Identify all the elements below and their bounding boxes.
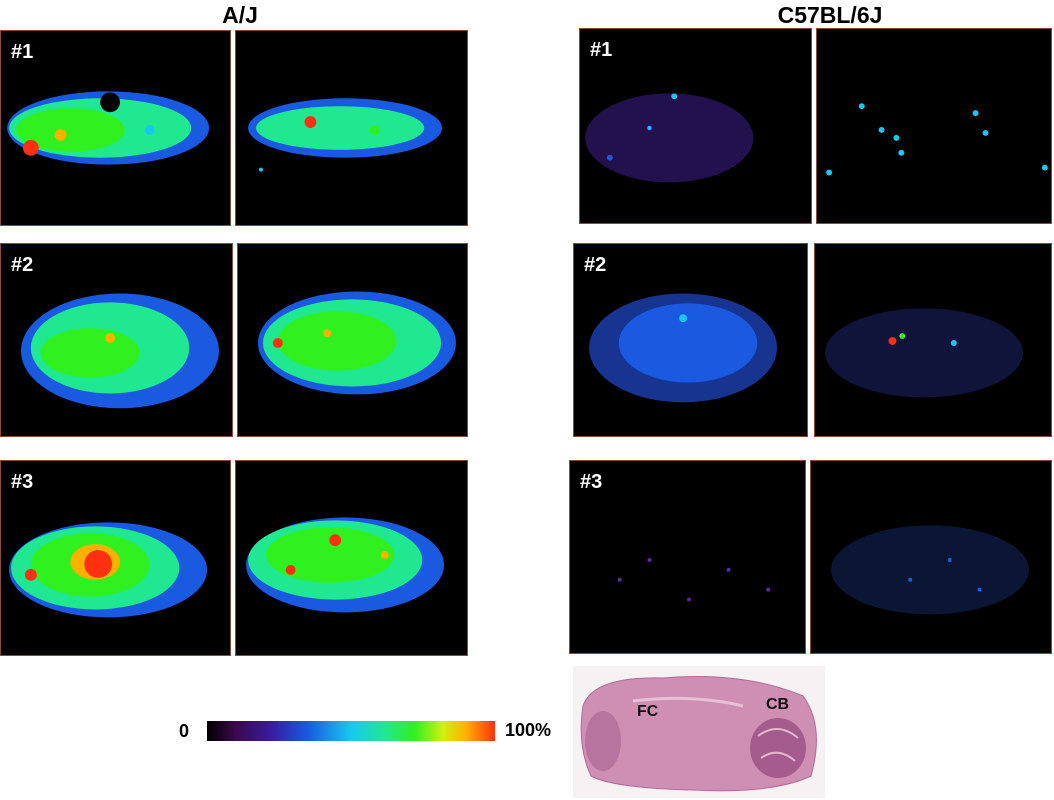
aj-panel-1-right [235,30,468,226]
aj-panel-2-left: #2 [0,243,233,437]
aj-panel-2-label: #2 [11,254,34,276]
c57-panel-2-right [814,243,1052,437]
aj-strain-title: A/J [222,2,258,28]
aj-panel-3-label: #3 [11,471,34,493]
c57-panel-1-label: #1 [590,39,613,61]
c57-panel-1-left: #1 [579,28,812,224]
histology-section-image: FC CB [573,666,825,798]
aj-1-right-heatmap [248,98,443,172]
aj-3-right-heatmap [246,517,445,613]
c57-3-left-heatmap [617,557,771,602]
aj-panel-1-left: #1 [0,30,231,226]
c57-3-right-heatmap [831,525,1029,615]
colorbar-max-label: 100% [505,720,552,740]
cb-label: CB [766,696,790,713]
c57-2-right-heatmap [825,308,1024,398]
c57-panel-2-label: #2 [584,254,607,276]
aj-2-left-heatmap [20,293,219,409]
aj-3-left-heatmap [9,522,208,618]
aj-panel-3-right [235,460,468,656]
brain-section-drawing [580,676,817,792]
aj-panel-1-label: #1 [11,41,34,63]
aj-1-left-heatmap [7,91,210,165]
c57-panel-3-right [810,460,1052,654]
c57-panel-2-left: #2 [573,243,808,437]
c57-strain-title: C57BL/6J [777,2,883,28]
c57-1-right-heatmap [826,103,1048,176]
c57-2-left-heatmap [589,293,778,403]
aj-panel-2-right [237,243,468,437]
c57-panel-1-right [816,28,1052,224]
colorbar-min-label: 0 [179,721,190,741]
aj-2-right-heatmap [257,291,456,395]
c57-1-left-heatmap [585,93,754,183]
c57-panel-3-left: #3 [569,460,806,654]
aj-panel-3-left: #3 [0,460,231,656]
fc-label: FC [637,703,659,720]
c57-panel-3-label: #3 [580,471,603,493]
intensity-colorbar [207,721,495,741]
